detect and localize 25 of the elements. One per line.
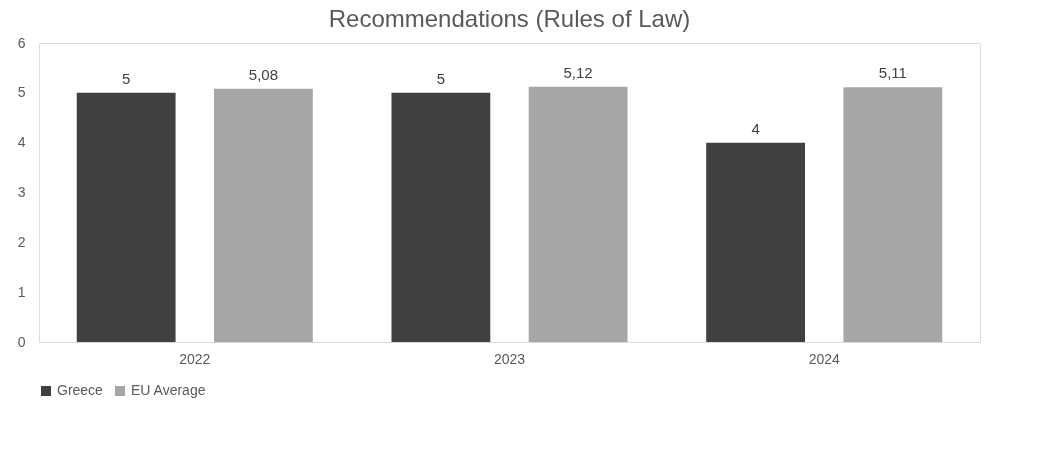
x-tick-label: 2023 (493, 350, 526, 367)
data-label: 5,11 (878, 64, 907, 82)
y-tick-label: 4 (17, 134, 26, 151)
legend-label: Greece (57, 382, 104, 398)
y-tick-label: 5 (17, 84, 26, 101)
bar (214, 88, 313, 342)
y-tick-label: 2 (17, 233, 26, 250)
legend-label: EU Average (131, 382, 206, 398)
data-label: 4 (751, 119, 760, 137)
data-label: 5,08 (248, 65, 278, 83)
y-tick-label: 3 (17, 184, 26, 200)
y-tick-label: 0 (17, 333, 26, 350)
y-tick-label: 6 (17, 34, 26, 51)
data-label: 5 (122, 69, 131, 87)
data-label: 5,12 (563, 63, 593, 81)
y-tick-label: 1 (17, 283, 26, 300)
data-label: 5 (436, 69, 446, 87)
bar (76, 92, 176, 342)
bar (391, 92, 491, 342)
x-tick-label: 2024 (808, 350, 840, 367)
bar (706, 142, 805, 342)
x-tick-label: 2022 (179, 350, 211, 367)
bar (528, 86, 628, 342)
chart-title: Recommendations (Rules of Law) (328, 5, 691, 32)
bar (843, 87, 943, 342)
